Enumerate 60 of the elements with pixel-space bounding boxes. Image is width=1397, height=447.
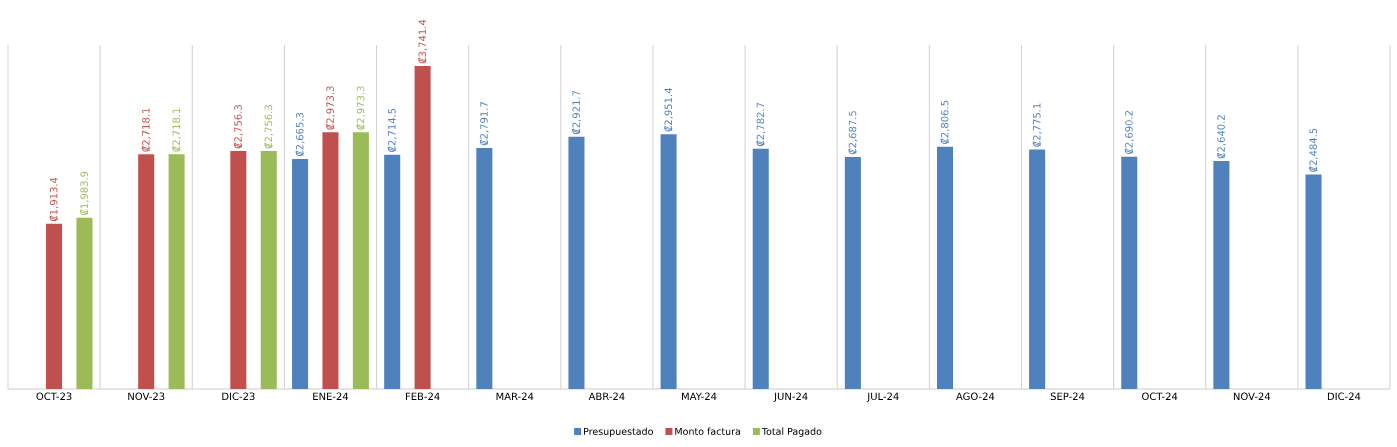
legend-label: Presupuestado: [584, 427, 653, 437]
bar: [1305, 174, 1322, 389]
data-label: ₡2,775.1: [1032, 103, 1042, 147]
bar: [936, 146, 954, 389]
x-tick-label: MAY-24: [682, 392, 717, 400]
x-tick-label: NOV-23: [128, 392, 165, 401]
data-label: ₡2,806.5: [940, 100, 950, 144]
bar: [76, 217, 93, 389]
data-label: ₡1,913.4: [49, 177, 59, 222]
x-tick-label: FEB-24: [405, 392, 440, 400]
data-label: ₡2,718.1: [172, 108, 182, 152]
x-tick-label: OCT-24: [1142, 392, 1178, 401]
bar: [414, 65, 431, 389]
data-label: ₡2,921.7: [572, 90, 581, 134]
data-label: ₡2,973.3: [326, 86, 335, 130]
bar: [476, 147, 493, 389]
legend-label: Monto factura: [675, 427, 740, 435]
bar: [1121, 156, 1138, 389]
bar: [352, 132, 369, 389]
data-label: ₡2,756.3: [264, 105, 274, 149]
x-tick-label: NOV-24: [1233, 392, 1271, 401]
bar: [568, 136, 585, 389]
data-label: ₡1,983.9: [80, 171, 89, 215]
data-label: ₡2,756.3: [233, 105, 243, 149]
bar: [752, 148, 769, 389]
x-tick-label: ENE-24: [313, 392, 349, 400]
x-tick-label: AGO-24: [956, 392, 995, 401]
bar: [230, 151, 247, 389]
bar: [1213, 161, 1230, 389]
x-tick-label: OCT-23: [36, 392, 72, 401]
data-label: ₡2,665.3: [295, 112, 305, 157]
data-label: ₡2,690.2: [1124, 111, 1134, 154]
legend-label: Total Pagado: [761, 427, 822, 437]
x-tick-label: ABR-24: [588, 392, 625, 400]
bar: [660, 134, 677, 389]
bar: [260, 151, 277, 389]
data-label: ₡2,782.7: [756, 102, 766, 146]
bar: [844, 156, 861, 389]
data-label: ₡2,791.7: [479, 102, 489, 146]
data-label: ₡2,718.1: [141, 108, 151, 152]
data-label: ₡2,951.4: [664, 88, 674, 132]
bar: [46, 223, 63, 389]
x-tick-label: DIC-24: [1327, 392, 1361, 401]
x-tick-label: SEP-24: [1050, 392, 1085, 401]
x-tick-label: JUN-24: [773, 392, 808, 402]
bar: [138, 154, 155, 389]
data-label: ₡2,484.5: [1309, 128, 1318, 172]
x-tick-label: JUL-24: [866, 392, 899, 402]
data-label: ₡2,687.5: [848, 111, 858, 155]
bar: [384, 154, 401, 389]
data-label: ₡2,714.5: [387, 108, 397, 152]
x-tick-label: MAR-24: [496, 392, 534, 400]
bar: [168, 154, 185, 389]
x-tick-label: DIC-23: [222, 392, 255, 401]
data-label: ₡3,741.4: [418, 19, 428, 64]
bar: [292, 158, 309, 389]
data-label: ₡2,973.3: [356, 86, 366, 130]
bar: [322, 132, 339, 389]
data-label: ₡2,640.2: [1216, 115, 1226, 159]
bar: [1029, 149, 1046, 389]
